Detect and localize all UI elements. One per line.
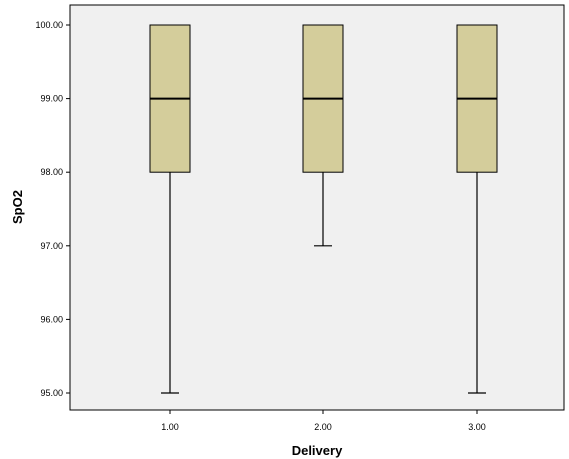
box-series [149, 24, 498, 394]
box-3.00 [456, 24, 498, 394]
x-tick-label: 1.00 [161, 422, 179, 432]
y-axis-title: SpO2 [10, 190, 25, 224]
x-axis-title: Delivery [292, 443, 343, 458]
x-axis: 1.00 2.00 3.00 [161, 410, 486, 432]
y-tick-label: 100.00 [35, 20, 63, 30]
y-tick-label: 95.00 [40, 388, 63, 398]
box-1.00 [149, 24, 191, 394]
y-tick-label: 97.00 [40, 241, 63, 251]
y-tick-label: 99.00 [40, 94, 63, 104]
y-tick-label: 96.00 [40, 314, 63, 324]
box-2.00 [302, 24, 344, 247]
y-axis: 95.00 96.00 97.00 98.00 99.00 100.00 [35, 20, 70, 398]
x-tick-label: 3.00 [468, 422, 486, 432]
x-tick-label: 2.00 [314, 422, 332, 432]
y-tick-label: 98.00 [40, 167, 63, 177]
